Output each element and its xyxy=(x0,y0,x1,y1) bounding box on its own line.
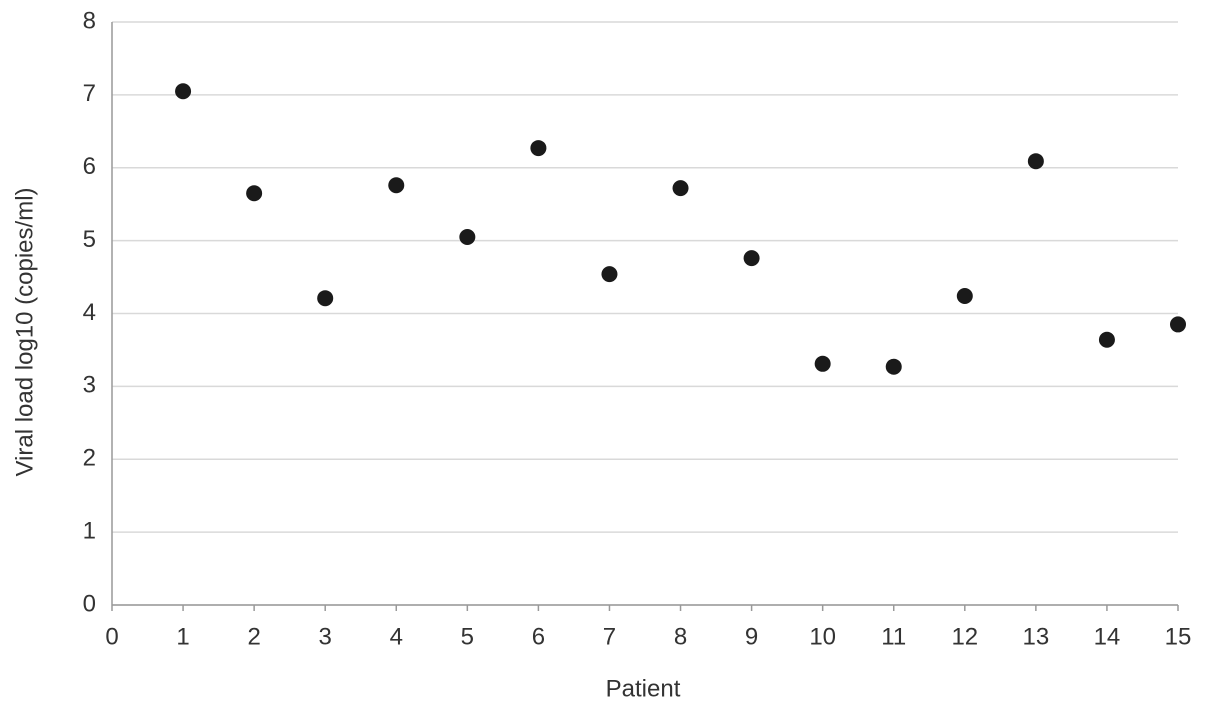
x-tick-label: 6 xyxy=(532,623,545,650)
point xyxy=(1170,316,1186,333)
y-tick-label: 4 xyxy=(83,299,96,326)
y-tick-label: 1 xyxy=(83,517,96,544)
point xyxy=(246,185,263,202)
point xyxy=(388,177,405,194)
x-tick-label: 8 xyxy=(674,623,687,650)
x-axis-title: Patient xyxy=(606,675,681,702)
x-tick-label: 9 xyxy=(745,623,758,650)
x-tick-label: 5 xyxy=(461,623,474,650)
y-tick-label: 3 xyxy=(83,372,96,399)
y-tick-label: 6 xyxy=(83,153,96,180)
point xyxy=(814,355,831,372)
point xyxy=(743,250,760,267)
y-tick-label: 8 xyxy=(83,7,96,34)
y-tick-label: 2 xyxy=(83,445,96,472)
x-tick-label: 7 xyxy=(603,623,616,650)
x-tick-label: 2 xyxy=(247,623,260,650)
y-tick-label: 5 xyxy=(83,226,96,253)
x-tick-label: 3 xyxy=(319,623,332,650)
x-tick-label: 14 xyxy=(1094,623,1121,650)
point xyxy=(175,83,192,100)
point xyxy=(1027,153,1044,170)
x-tick-label: 0 xyxy=(105,623,118,650)
x-tick-label: 12 xyxy=(951,623,978,650)
y-tick-label: 7 xyxy=(83,80,96,107)
y-axis-title: Viral load log10 (copies/ml) xyxy=(11,187,38,476)
x-tick-label: 11 xyxy=(881,623,906,650)
point xyxy=(317,290,334,307)
y-tick-label: 0 xyxy=(83,590,96,617)
x-tick-label: 13 xyxy=(1023,623,1050,650)
point xyxy=(1098,331,1115,348)
point xyxy=(672,180,689,197)
point xyxy=(459,228,476,245)
point xyxy=(601,266,618,283)
x-tick-label: 1 xyxy=(176,623,189,650)
point xyxy=(956,288,973,305)
point xyxy=(885,358,902,375)
x-tick-label: 4 xyxy=(390,623,403,650)
x-tick-label: 15 xyxy=(1165,623,1192,650)
point xyxy=(530,140,547,157)
x-tick-label: 10 xyxy=(809,623,836,650)
